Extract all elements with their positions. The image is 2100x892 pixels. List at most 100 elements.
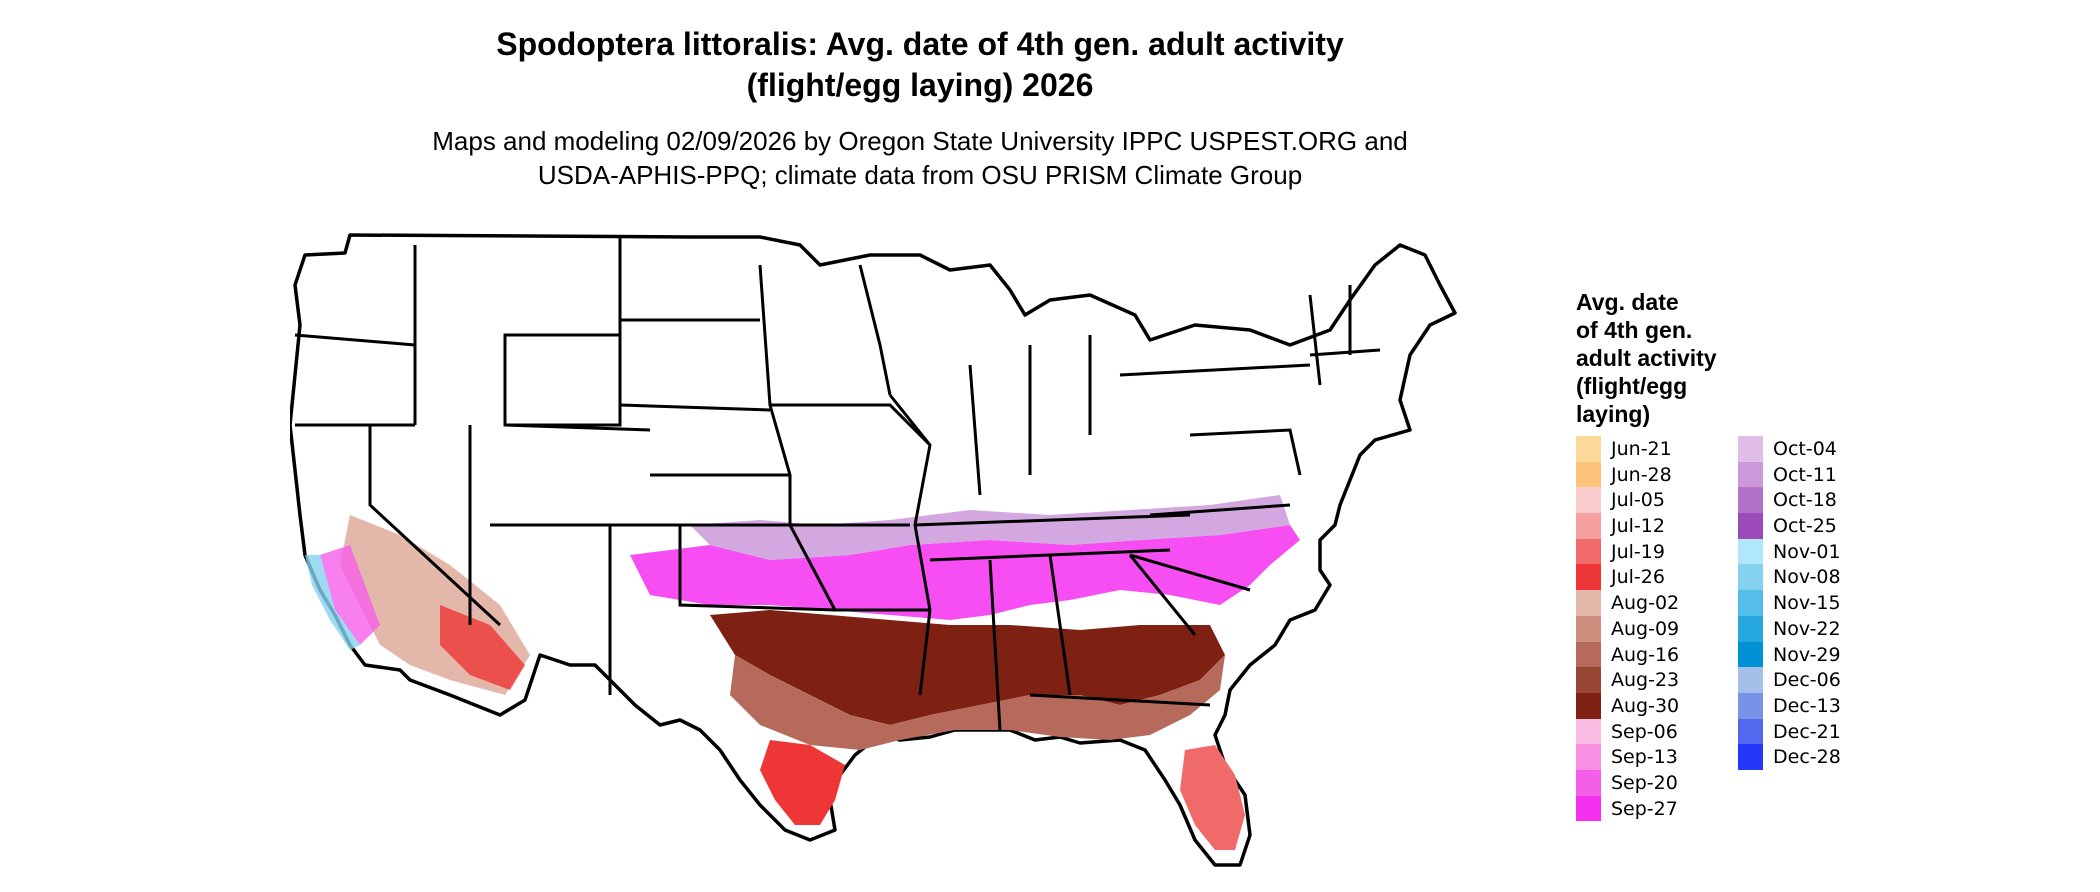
border-wy (503, 333, 622, 427)
border-sd-ne (619, 403, 771, 412)
legend-swatch (1576, 513, 1601, 539)
legend-label: Oct-11 (1773, 463, 1837, 486)
state-borders (294, 237, 1381, 731)
border-new-england (1308, 285, 1381, 386)
zone-sep-27-band (630, 525, 1300, 620)
border-mn-wi (858, 264, 892, 396)
legend-swatch (1738, 487, 1763, 514)
border-pa-ny (1119, 363, 1311, 377)
border-ca-nv (368, 425, 502, 627)
legend-swatch (1576, 795, 1601, 822)
legend-title-line-5: laying) (1576, 401, 1651, 427)
border-nc-sc (1129, 553, 1251, 592)
zone-oct-band (690, 495, 1290, 560)
zone-aug-30-core (710, 610, 1225, 725)
legend-label: Aug-02 (1611, 592, 1680, 615)
legend-label: Aug-09 (1611, 617, 1680, 640)
border-ut-co (504, 423, 651, 432)
border-ms-al (988, 559, 1002, 731)
border-il-in (968, 364, 982, 496)
legend-swatch (1738, 667, 1763, 693)
legend-label: Dec-13 (1773, 694, 1841, 717)
map-title: Spodoptera littoralis: Avg. date of 4th … (0, 24, 1840, 106)
us-map (290, 233, 1457, 867)
border-ia-mo (770, 403, 932, 447)
legend-swatch (1738, 641, 1763, 668)
legend-swatch (1576, 487, 1601, 514)
map-subtitle: Maps and modeling 02/09/2026 by Oregon S… (0, 124, 1840, 192)
legend-swatch (1576, 436, 1601, 462)
border-md-va (1189, 428, 1302, 476)
legend-swatch (1738, 436, 1763, 462)
border-plains-east (758, 264, 837, 611)
border-va-nc (1149, 503, 1291, 517)
legend-swatch (1738, 538, 1763, 565)
legend-label: Dec-21 (1773, 720, 1841, 743)
legend-label: Dec-06 (1773, 669, 1841, 692)
legend-swatch (1576, 564, 1601, 591)
legend-label: Oct-18 (1773, 489, 1837, 512)
map-subtitle-line-2: USDA-APHIS-PPQ; climate data from OSU PR… (537, 160, 1303, 190)
activity-zones (305, 495, 1300, 850)
border-ok-tx (678, 525, 836, 612)
legend-label: Aug-23 (1611, 669, 1680, 692)
legend-label: Aug-30 (1611, 694, 1680, 717)
legend-title-line-3: adult activity (1576, 345, 1717, 371)
legend-label: Nov-29 (1773, 643, 1841, 666)
zone-jul-19-florida (1180, 745, 1245, 850)
legend-label: Jul-05 (1611, 489, 1665, 512)
legend-label: Nov-22 (1773, 617, 1841, 640)
legend-swatch (1576, 590, 1601, 616)
map-title-line-2: (flight/egg laying) 2026 (746, 67, 1094, 103)
legend-label: Nov-01 (1773, 540, 1841, 563)
legend-label: Nov-08 (1773, 566, 1841, 589)
legend-label: Sep-20 (1611, 771, 1678, 794)
border-fl-north (1029, 693, 1211, 707)
legend-label: Jul-26 (1611, 566, 1665, 589)
legend-swatch (1738, 718, 1763, 745)
legend-label: Aug-16 (1611, 643, 1680, 666)
legend-label: Nov-15 (1773, 592, 1841, 615)
legend-label: Jul-12 (1611, 515, 1665, 538)
legend-swatch (1576, 718, 1601, 745)
legend-swatch (1738, 564, 1763, 591)
zone-sep-27-california (320, 545, 380, 645)
border-al-ga (1048, 554, 1072, 696)
legend-swatch (1576, 692, 1601, 719)
legend-swatch (1738, 590, 1763, 616)
legend-swatch (1738, 513, 1763, 539)
legend-title-line-4: (flight/egg (1576, 373, 1688, 399)
legend-swatch (1576, 461, 1601, 488)
zone-aug-16-band (730, 655, 1225, 750)
border-ky-tn (914, 513, 1191, 527)
map-title-line-1: Spodoptera littoralis: Avg. date of 4th … (496, 26, 1344, 62)
legend-label: Jul-19 (1611, 540, 1665, 563)
legend-swatch (1738, 615, 1763, 642)
border-wa-or (294, 333, 416, 347)
legend: Avg. date of 4th gen. adult activity (fl… (1576, 288, 1896, 828)
legend-label: Sep-06 (1611, 720, 1678, 743)
legend-swatch (1576, 615, 1601, 642)
legend-swatch (1576, 641, 1601, 668)
legend-label: Dec-28 (1773, 746, 1841, 769)
map-subtitle-line-1: Maps and modeling 02/09/2026 by Oregon S… (432, 126, 1408, 156)
legend-label: Jun-28 (1611, 463, 1672, 486)
legend-label: Oct-04 (1773, 438, 1837, 460)
legend-label: Oct-25 (1773, 515, 1837, 538)
legend-swatch (1576, 744, 1601, 770)
zone-jul-26-arizona (440, 605, 525, 690)
zone-jul-26-texas (760, 740, 845, 825)
zone-nov-coast (305, 555, 360, 650)
legend-swatch (1576, 769, 1601, 796)
legend-swatch (1738, 692, 1763, 719)
legend-title-line-1: Avg. date (1576, 289, 1679, 315)
legend-swatch (1738, 461, 1763, 488)
legend-title-line-2: of 4th gen. (1576, 317, 1693, 343)
legend-title: Avg. date of 4th gen. adult activity (fl… (1576, 288, 1776, 428)
legend-label: Sep-13 (1611, 746, 1678, 769)
legend-swatch (1738, 744, 1763, 770)
border-ga-sc (1128, 554, 1197, 636)
legend-swatch (1576, 667, 1601, 693)
legend-label: Jun-21 (1611, 438, 1672, 460)
legend-swatch (1576, 538, 1601, 565)
